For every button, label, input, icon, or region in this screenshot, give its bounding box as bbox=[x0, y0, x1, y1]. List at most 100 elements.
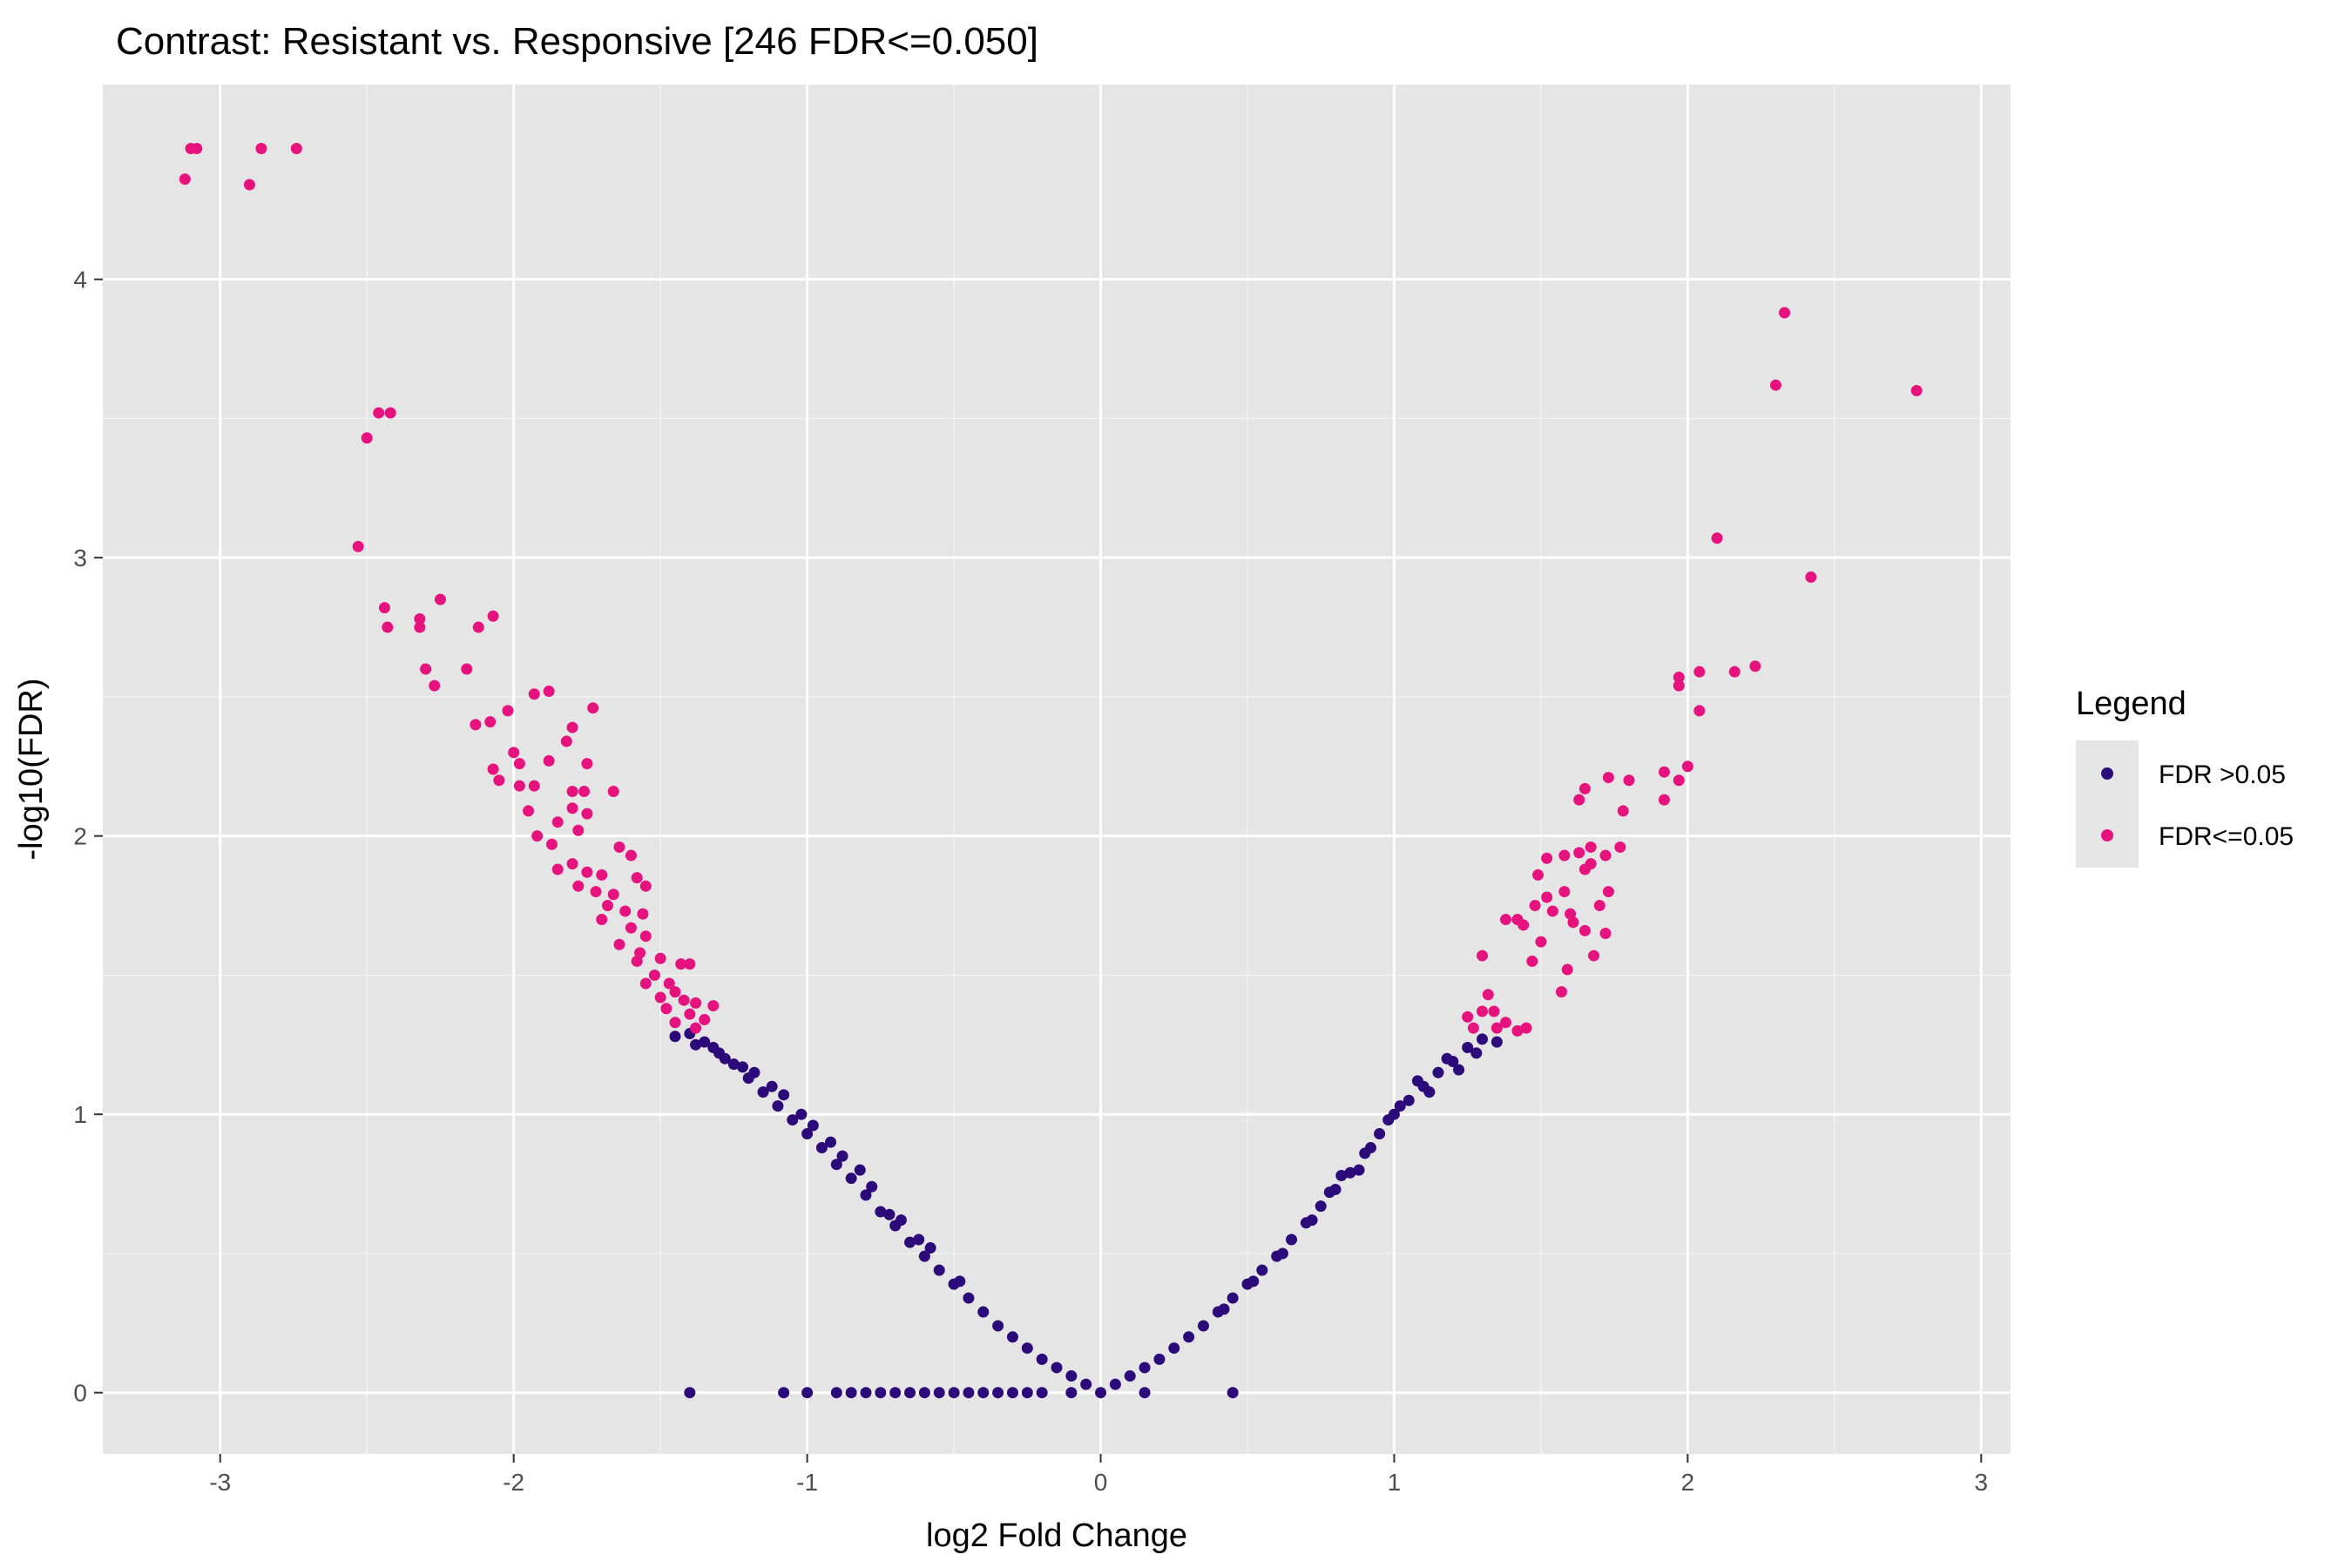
point-fdr-below bbox=[560, 735, 572, 747]
point-fdr-above bbox=[1490, 1036, 1503, 1048]
point-fdr-above bbox=[883, 1208, 896, 1220]
point-fdr-below bbox=[1490, 1022, 1503, 1034]
point-fdr-below bbox=[1561, 963, 1573, 976]
point-fdr-below bbox=[660, 1003, 672, 1015]
point-fdr-below bbox=[384, 407, 396, 419]
x-tick-label: -3 bbox=[209, 1469, 231, 1496]
point-fdr-above bbox=[1227, 1387, 1239, 1399]
x-tick-label: 2 bbox=[1681, 1469, 1695, 1496]
point-fdr-above bbox=[1036, 1353, 1048, 1365]
point-fdr-below bbox=[581, 808, 593, 820]
point-fdr-above bbox=[860, 1387, 872, 1399]
point-fdr-below bbox=[470, 719, 482, 731]
point-fdr-below bbox=[699, 1014, 711, 1026]
point-fdr-below bbox=[1673, 672, 1685, 684]
legend-marker-fdr-below bbox=[2101, 829, 2113, 841]
point-fdr-above bbox=[918, 1250, 930, 1262]
point-fdr-below bbox=[1681, 760, 1693, 773]
point-fdr-above bbox=[1323, 1186, 1335, 1199]
point-fdr-below bbox=[596, 914, 608, 926]
point-fdr-below bbox=[1520, 1022, 1532, 1034]
point-fdr-above bbox=[778, 1387, 790, 1399]
point-fdr-above bbox=[1095, 1387, 1107, 1399]
point-fdr-below bbox=[1546, 905, 1558, 917]
x-tick-label: 1 bbox=[1388, 1469, 1402, 1496]
point-fdr-above bbox=[795, 1108, 808, 1120]
point-fdr-below bbox=[528, 780, 540, 792]
point-fdr-below bbox=[1588, 950, 1600, 962]
point-fdr-below bbox=[1567, 916, 1579, 929]
point-fdr-below bbox=[1593, 900, 1605, 912]
point-fdr-above bbox=[854, 1164, 866, 1176]
point-fdr-below bbox=[484, 716, 497, 728]
point-fdr-above bbox=[954, 1275, 966, 1288]
point-fdr-below bbox=[625, 922, 637, 934]
point-fdr-below bbox=[361, 432, 373, 444]
point-fdr-below bbox=[678, 994, 690, 1006]
point-fdr-above bbox=[1021, 1342, 1033, 1355]
point-fdr-above bbox=[1168, 1342, 1180, 1355]
legend-marker-fdr-above bbox=[2101, 767, 2113, 780]
point-fdr-above bbox=[1139, 1387, 1151, 1399]
point-fdr-above bbox=[1065, 1370, 1078, 1382]
point-fdr-below bbox=[1488, 1005, 1500, 1017]
point-fdr-below bbox=[1573, 794, 1585, 806]
point-fdr-above bbox=[889, 1387, 902, 1399]
y-tick-label: 2 bbox=[73, 823, 87, 850]
point-fdr-below bbox=[1529, 900, 1541, 912]
point-fdr-below bbox=[1462, 1010, 1474, 1023]
point-fdr-above bbox=[1374, 1128, 1386, 1140]
point-fdr-above bbox=[707, 1042, 720, 1054]
point-fdr-above bbox=[766, 1080, 778, 1092]
point-fdr-below bbox=[1477, 950, 1489, 962]
x-axis-label: log2 Fold Change bbox=[926, 1517, 1187, 1554]
y-tick-label: 3 bbox=[73, 544, 87, 571]
point-fdr-above bbox=[948, 1387, 960, 1399]
point-fdr-below bbox=[590, 886, 602, 898]
point-fdr-above bbox=[1021, 1387, 1033, 1399]
point-fdr-above bbox=[1006, 1331, 1018, 1343]
point-fdr-above bbox=[690, 1038, 702, 1051]
point-fdr-below bbox=[461, 663, 473, 675]
point-fdr-below bbox=[566, 721, 578, 733]
point-fdr-below bbox=[654, 991, 666, 1004]
point-fdr-below bbox=[420, 663, 432, 675]
point-fdr-below bbox=[607, 786, 619, 798]
point-fdr-below bbox=[613, 938, 625, 950]
point-fdr-below bbox=[566, 786, 578, 798]
point-fdr-above bbox=[1394, 1100, 1406, 1112]
point-fdr-below bbox=[1599, 849, 1612, 862]
legend-label-fdr-below: FDR<=0.05 bbox=[2159, 822, 2294, 851]
point-fdr-below bbox=[1614, 841, 1626, 853]
point-fdr-below bbox=[572, 880, 585, 892]
point-fdr-above bbox=[1462, 1042, 1474, 1054]
point-fdr-above bbox=[727, 1058, 740, 1071]
point-fdr-above bbox=[875, 1206, 887, 1218]
point-fdr-above bbox=[1453, 1064, 1465, 1076]
point-fdr-below bbox=[508, 747, 520, 759]
point-fdr-below bbox=[1779, 307, 1791, 319]
point-fdr-below bbox=[1477, 1005, 1489, 1017]
legend: Legend FDR >0.05 FDR<=0.05 bbox=[2076, 686, 2294, 868]
point-fdr-below bbox=[414, 612, 426, 625]
point-fdr-above bbox=[1423, 1086, 1436, 1098]
x-tick-label: 3 bbox=[1975, 1469, 1989, 1496]
point-fdr-below bbox=[382, 621, 394, 633]
point-fdr-above bbox=[1315, 1200, 1327, 1213]
point-fdr-above bbox=[1477, 1033, 1489, 1045]
point-fdr-below bbox=[191, 142, 203, 154]
point-fdr-below bbox=[1573, 847, 1585, 859]
point-fdr-below bbox=[581, 758, 593, 770]
point-fdr-below bbox=[1558, 886, 1571, 898]
point-fdr-below bbox=[669, 986, 681, 998]
point-fdr-below bbox=[1499, 914, 1511, 926]
point-fdr-above bbox=[830, 1159, 842, 1171]
point-fdr-below bbox=[1728, 666, 1740, 678]
point-fdr-below bbox=[663, 977, 675, 990]
point-fdr-below bbox=[378, 602, 390, 614]
point-fdr-below bbox=[1805, 571, 1817, 584]
point-fdr-above bbox=[1256, 1264, 1268, 1276]
point-fdr-below bbox=[1673, 774, 1685, 787]
point-fdr-below bbox=[1482, 989, 1494, 1001]
point-fdr-below bbox=[545, 838, 558, 850]
